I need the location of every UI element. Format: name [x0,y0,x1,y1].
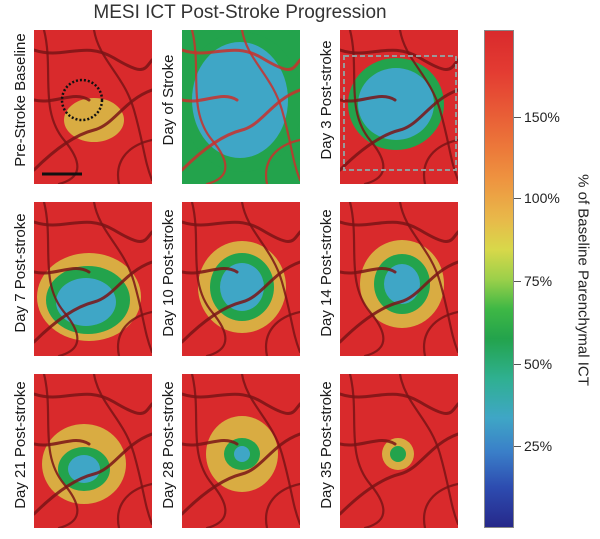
panel-image-day-28 [182,374,300,528]
colorbar-tick-100 [514,198,521,199]
panel-label-day-10: Day 10 Post-stroke [160,209,177,337]
perfusion-map [340,374,458,528]
vessel [340,438,397,447]
panel-image-baseline [34,30,152,184]
panel-image-day-10 [182,202,300,356]
perfusion-map [182,30,300,184]
vessel [264,482,300,528]
infarct-core [384,264,420,304]
infarct-core [234,446,250,462]
vessel [34,392,152,415]
vessel [398,30,458,182]
vessel [264,310,300,356]
vessel [116,138,152,184]
vessel [240,30,300,182]
vessel [182,392,300,415]
vessel [42,30,79,184]
colorbar-label-100: 100% [524,190,560,206]
infarct-core [220,263,264,311]
vessel [340,220,458,243]
perfusion-map [182,202,300,356]
vessel [34,94,91,103]
vessel [116,482,152,528]
stroke-target-circle [60,78,104,122]
colorbar-label-75: 75% [524,273,553,289]
colorbar-label-25: 25% [524,438,553,454]
reduced-flow-region [64,98,124,142]
perfusion-map [34,30,152,184]
region-of-interest-box [343,55,457,171]
vessel [398,202,458,354]
panel-label-day-3: Day 3 Post-stroke [318,40,335,160]
vessel [422,310,458,356]
vessel [348,202,385,356]
vessel [92,30,152,182]
vessel [92,202,152,354]
perfusion-map [34,374,152,528]
vessel [422,138,458,184]
panel-label-day-of-stroke: Day of Stroke [160,54,177,146]
vessel [182,438,239,447]
vessel [92,374,152,526]
vessel [42,202,79,356]
vessel [190,202,227,356]
vessel [182,266,239,275]
vessel [340,94,397,103]
panel-label-day-35: Day 35 Post-stroke [318,381,335,509]
perfusion-map [340,202,458,356]
colorbar-tick-50 [514,364,521,365]
vessel [398,374,458,526]
vessel [34,220,152,243]
panel-label-baseline: Pre-Stroke Baseline [12,33,29,167]
vessel [42,374,79,528]
colorbar [484,30,514,528]
vessel [340,266,397,275]
panel-label-day-21: Day 21 Post-stroke [12,381,29,509]
panel-image-day-3 [340,30,458,184]
infarct-core [192,42,288,158]
figure-title: MESI ICT Post-Stroke Progression [93,2,387,23]
vessel [34,438,91,447]
vessel [340,48,458,71]
vessel [422,482,458,528]
vessel [348,374,385,528]
panel-label-day-7: Day 7 Post-stroke [12,213,29,333]
colorbar-tick-25 [514,446,521,447]
colorbar-title: % of Baseline Parenchymal ICT [574,174,592,386]
vessel [182,220,300,243]
vessel [34,266,91,275]
panel-image-day-35 [340,374,458,528]
vessel [190,30,227,184]
panel-image-day-7 [34,202,152,356]
panel-image-day-of-stroke [182,30,300,184]
colorbar-tick-75 [514,281,521,282]
infarct-core [358,68,434,140]
infarct-core [56,278,116,326]
perfusion-map [182,374,300,528]
vessel [348,30,385,184]
colorbar-label-150: 150% [524,109,560,125]
vessel [182,48,300,71]
colorbar-label-50: 50% [524,356,553,372]
vessel [240,202,300,354]
panel-image-day-21 [34,374,152,528]
perfusion-map [34,202,152,356]
colorbar-tick-150 [514,117,521,118]
vessel [264,138,300,184]
panel-label-day-14: Day 14 Post-stroke [318,209,335,337]
panel-image-day-14 [340,202,458,356]
vessel [190,374,227,528]
panel-label-day-28: Day 28 Post-stroke [160,381,177,509]
perfusion-map [340,30,458,184]
vessel [116,310,152,356]
vessel [182,94,239,103]
vessel [34,48,152,71]
vessel [340,392,458,415]
low-flow-rim [390,446,406,462]
vessel [240,374,300,526]
